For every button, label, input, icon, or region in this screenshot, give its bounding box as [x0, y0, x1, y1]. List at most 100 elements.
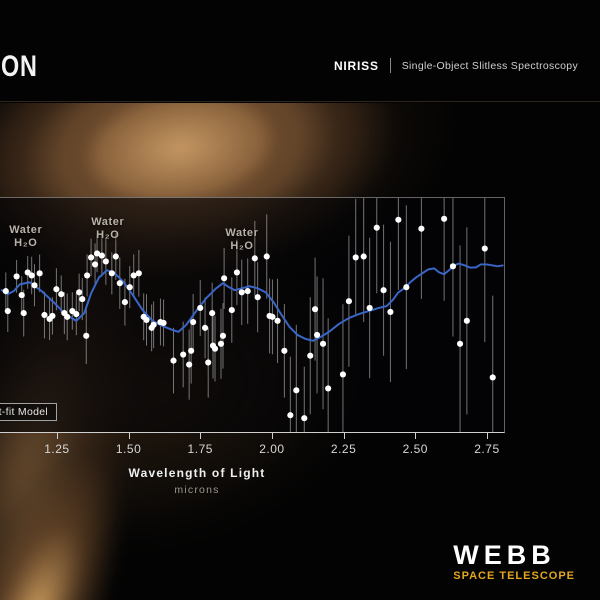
data-point: [53, 286, 60, 293]
instrument-header: NIRISS Single-Object Slitless Spectrosco…: [334, 58, 578, 73]
data-point: [403, 284, 410, 291]
data-point: [93, 250, 101, 257]
data-point: [233, 269, 240, 276]
data-point: [217, 340, 225, 347]
water-annotation: Water H₂O: [225, 227, 259, 252]
data-point: [263, 253, 270, 260]
model-legend: t-fit Model: [0, 403, 57, 421]
data-point: [143, 316, 150, 323]
data-point: [281, 347, 288, 354]
water-annotation: Water H₂O: [9, 223, 43, 249]
data-point: [28, 272, 35, 279]
data-point: [84, 272, 91, 279]
data-point: [312, 306, 319, 313]
plot-panel: Water H₂O Water H₂O Water H₂O: [0, 197, 505, 433]
x-tick-label: 2.00: [259, 442, 285, 456]
data-point: [180, 351, 187, 358]
data-point: [31, 282, 38, 289]
x-tick-label: 1.25: [44, 442, 70, 456]
data-point: [91, 261, 99, 268]
data-point: [64, 313, 71, 320]
data-point: [489, 374, 496, 381]
data-point: [121, 299, 128, 306]
data-point: [456, 340, 464, 347]
data-point: [130, 272, 137, 279]
data-point: [313, 331, 321, 338]
data-point: [352, 254, 359, 261]
data-point: [135, 270, 142, 277]
data-point: [197, 304, 204, 312]
x-tick-label: 2.50: [402, 442, 428, 456]
data-point: [366, 304, 373, 312]
data-point: [170, 357, 177, 364]
data-point: [238, 289, 245, 296]
data-point: [251, 255, 258, 262]
data-point: [58, 291, 65, 298]
x-tick-label: 2.75: [474, 442, 500, 456]
x-axis: 1.25 1.50 1.75 2.00 2.25 2.50 2.75: [0, 433, 505, 463]
best-fit-model-line: [0, 262, 504, 342]
data-point: [49, 312, 56, 320]
data-point: [418, 225, 425, 232]
data-point: [102, 258, 109, 265]
spectrum-svg: [0, 198, 504, 432]
x-tick: [486, 433, 488, 439]
instrument-name: NIRISS: [333, 58, 379, 73]
x-tick-label: 1.75: [187, 442, 213, 456]
data-point: [449, 263, 457, 270]
data-point: [441, 215, 448, 222]
data-point: [387, 308, 394, 316]
x-tick: [271, 433, 273, 439]
data-point: [190, 318, 197, 326]
data-point: [116, 280, 123, 287]
data-point: [339, 371, 347, 378]
data-point: [20, 310, 27, 317]
x-tick-label: 1.50: [115, 442, 142, 456]
data-point: [98, 252, 105, 259]
data-point: [307, 352, 314, 359]
data-point: [345, 298, 352, 305]
data-point: [219, 332, 227, 339]
data-point: [319, 340, 327, 347]
data-point: [186, 361, 193, 368]
data-point: [13, 273, 20, 280]
data-point: [211, 345, 219, 352]
x-tick: [128, 433, 130, 439]
data-point: [228, 307, 235, 314]
data-point: [205, 359, 212, 366]
x-tick: [343, 433, 345, 439]
data-point: [73, 310, 80, 318]
x-axis-units: microns: [174, 484, 220, 496]
data-point: [188, 347, 195, 354]
data-point: [287, 412, 294, 419]
data-point: [83, 332, 90, 339]
webb-logo-text: WEBB: [453, 540, 556, 570]
data-point: [209, 310, 216, 317]
data-point: [254, 294, 261, 301]
data-point: [76, 289, 83, 296]
data-point: [112, 253, 119, 260]
data-point: [395, 216, 402, 223]
page-title: ON: [1, 50, 38, 83]
data-point: [481, 245, 488, 252]
x-tick: [56, 433, 58, 439]
data-point: [360, 253, 367, 260]
data-point: [150, 321, 157, 328]
data-point: [201, 324, 209, 331]
data-point: [108, 270, 115, 277]
x-axis-title: Wavelength of Light: [128, 466, 266, 480]
data-point: [4, 307, 11, 315]
webb-logo: WEBB SPACE TELESCOPE: [453, 541, 575, 582]
panel-seam-line: [0, 101, 600, 102]
data-point: [244, 288, 251, 295]
data-point: [301, 415, 308, 422]
data-point: [18, 292, 25, 299]
data-point: [293, 387, 300, 394]
water-annotation: Water H₂O: [91, 215, 125, 241]
data-point: [36, 270, 43, 277]
x-tick: [415, 433, 417, 439]
data-point: [325, 385, 332, 392]
webb-logo-tagline: SPACE TELESCOPE: [453, 570, 575, 582]
data-point: [160, 319, 167, 327]
